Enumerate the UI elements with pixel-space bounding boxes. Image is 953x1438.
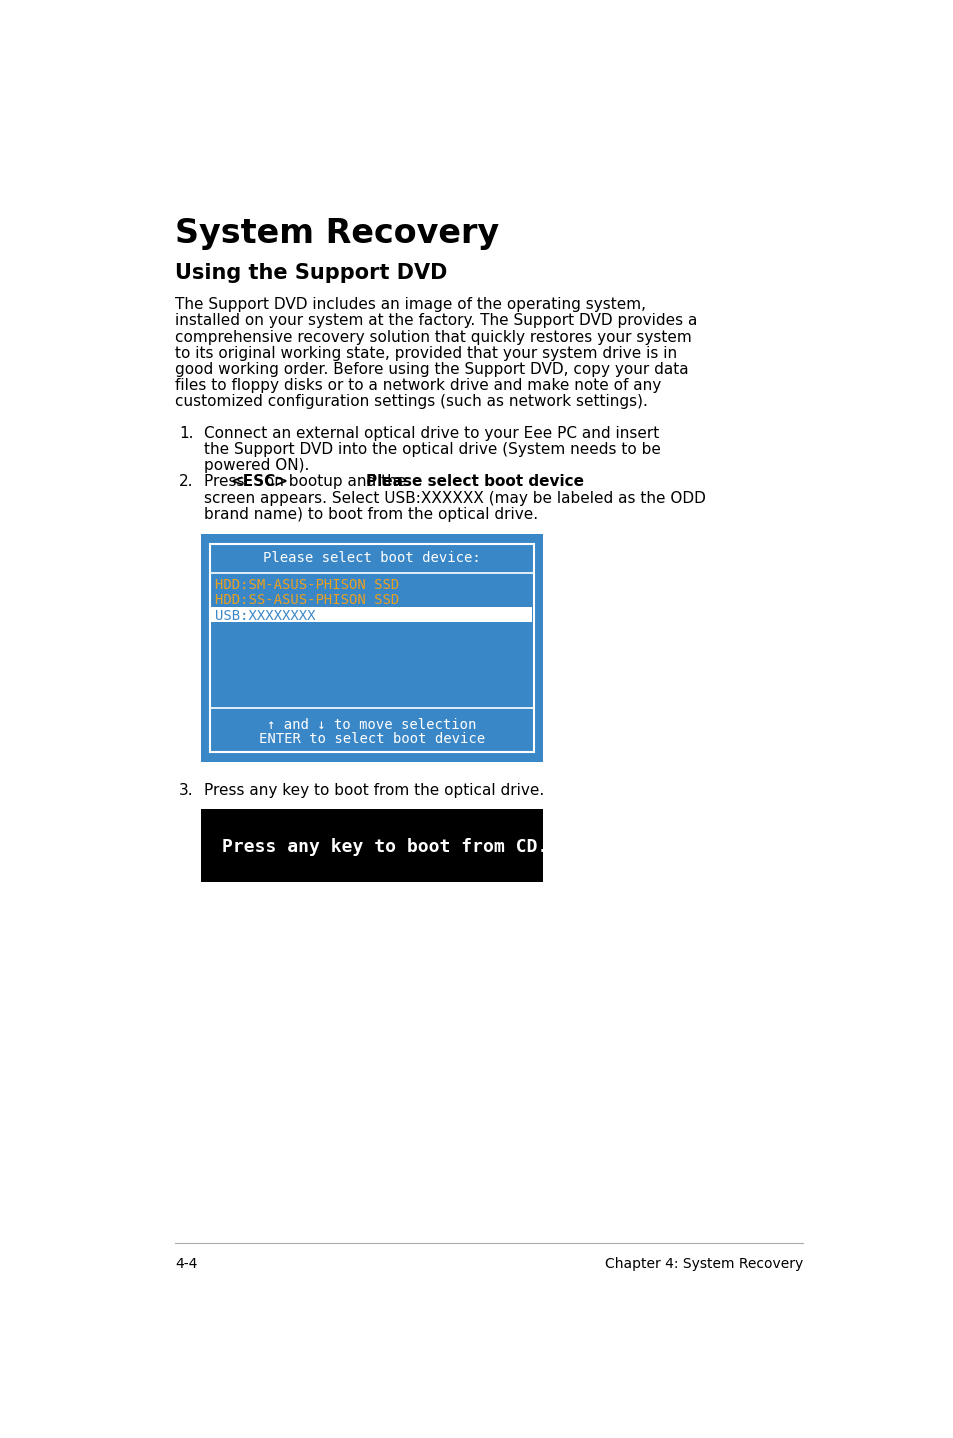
Text: 2.: 2. — [179, 475, 193, 489]
Text: ENTER to select boot device: ENTER to select boot device — [258, 732, 484, 746]
Text: comprehensive recovery solution that quickly restores your system: comprehensive recovery solution that qui… — [174, 329, 691, 345]
Text: Please select boot device:: Please select boot device: — [263, 551, 480, 565]
Text: ↑ and ↓ to move selection: ↑ and ↓ to move selection — [267, 719, 476, 732]
Text: Connect an external optical drive to your Eee PC and insert: Connect an external optical drive to you… — [204, 426, 659, 441]
Text: Press any key to boot from the optical drive.: Press any key to boot from the optical d… — [204, 784, 544, 798]
Text: on bootup and the: on bootup and the — [260, 475, 411, 489]
Text: files to floppy disks or to a network drive and make note of any: files to floppy disks or to a network dr… — [174, 378, 660, 393]
Bar — [200, 808, 542, 881]
Text: Please select boot device: Please select boot device — [366, 475, 584, 489]
Text: installed on your system at the factory. The Support DVD provides a: installed on your system at the factory.… — [174, 313, 697, 328]
Text: HDD:SM-ASUS-PHISON SSD: HDD:SM-ASUS-PHISON SSD — [214, 578, 398, 591]
Text: Press: Press — [204, 475, 250, 489]
Bar — [200, 535, 542, 762]
Bar — [210, 544, 534, 752]
Text: good working order. Before using the Support DVD, copy your data: good working order. Before using the Sup… — [174, 362, 688, 377]
Text: 1.: 1. — [179, 426, 193, 441]
Bar — [212, 607, 532, 623]
Text: customized configuration settings (such as network settings).: customized configuration settings (such … — [174, 394, 647, 410]
Text: brand name) to boot from the optical drive.: brand name) to boot from the optical dri… — [204, 506, 538, 522]
Text: the Support DVD into the optical drive (System needs to be: the Support DVD into the optical drive (… — [204, 441, 660, 457]
Text: System Recovery: System Recovery — [174, 217, 498, 250]
Text: <ESC>: <ESC> — [231, 475, 289, 489]
Text: Press any key to boot from CD...: Press any key to boot from CD... — [222, 838, 570, 856]
Text: screen appears. Select USB:XXXXXX (may be labeled as the ODD: screen appears. Select USB:XXXXXX (may b… — [204, 490, 705, 506]
Text: USB:XXXXXXXX: USB:XXXXXXXX — [214, 610, 314, 623]
Text: 4-4: 4-4 — [174, 1257, 197, 1271]
Text: HDD:SS-ASUS-PHISON SSD: HDD:SS-ASUS-PHISON SSD — [214, 592, 398, 607]
Text: 3.: 3. — [179, 784, 193, 798]
Text: Chapter 4: System Recovery: Chapter 4: System Recovery — [604, 1257, 802, 1271]
Text: to its original working state, provided that your system drive is in: to its original working state, provided … — [174, 345, 677, 361]
Text: powered ON).: powered ON). — [204, 459, 310, 473]
Text: Using the Support DVD: Using the Support DVD — [174, 263, 447, 283]
Text: The Support DVD includes an image of the operating system,: The Support DVD includes an image of the… — [174, 298, 645, 312]
